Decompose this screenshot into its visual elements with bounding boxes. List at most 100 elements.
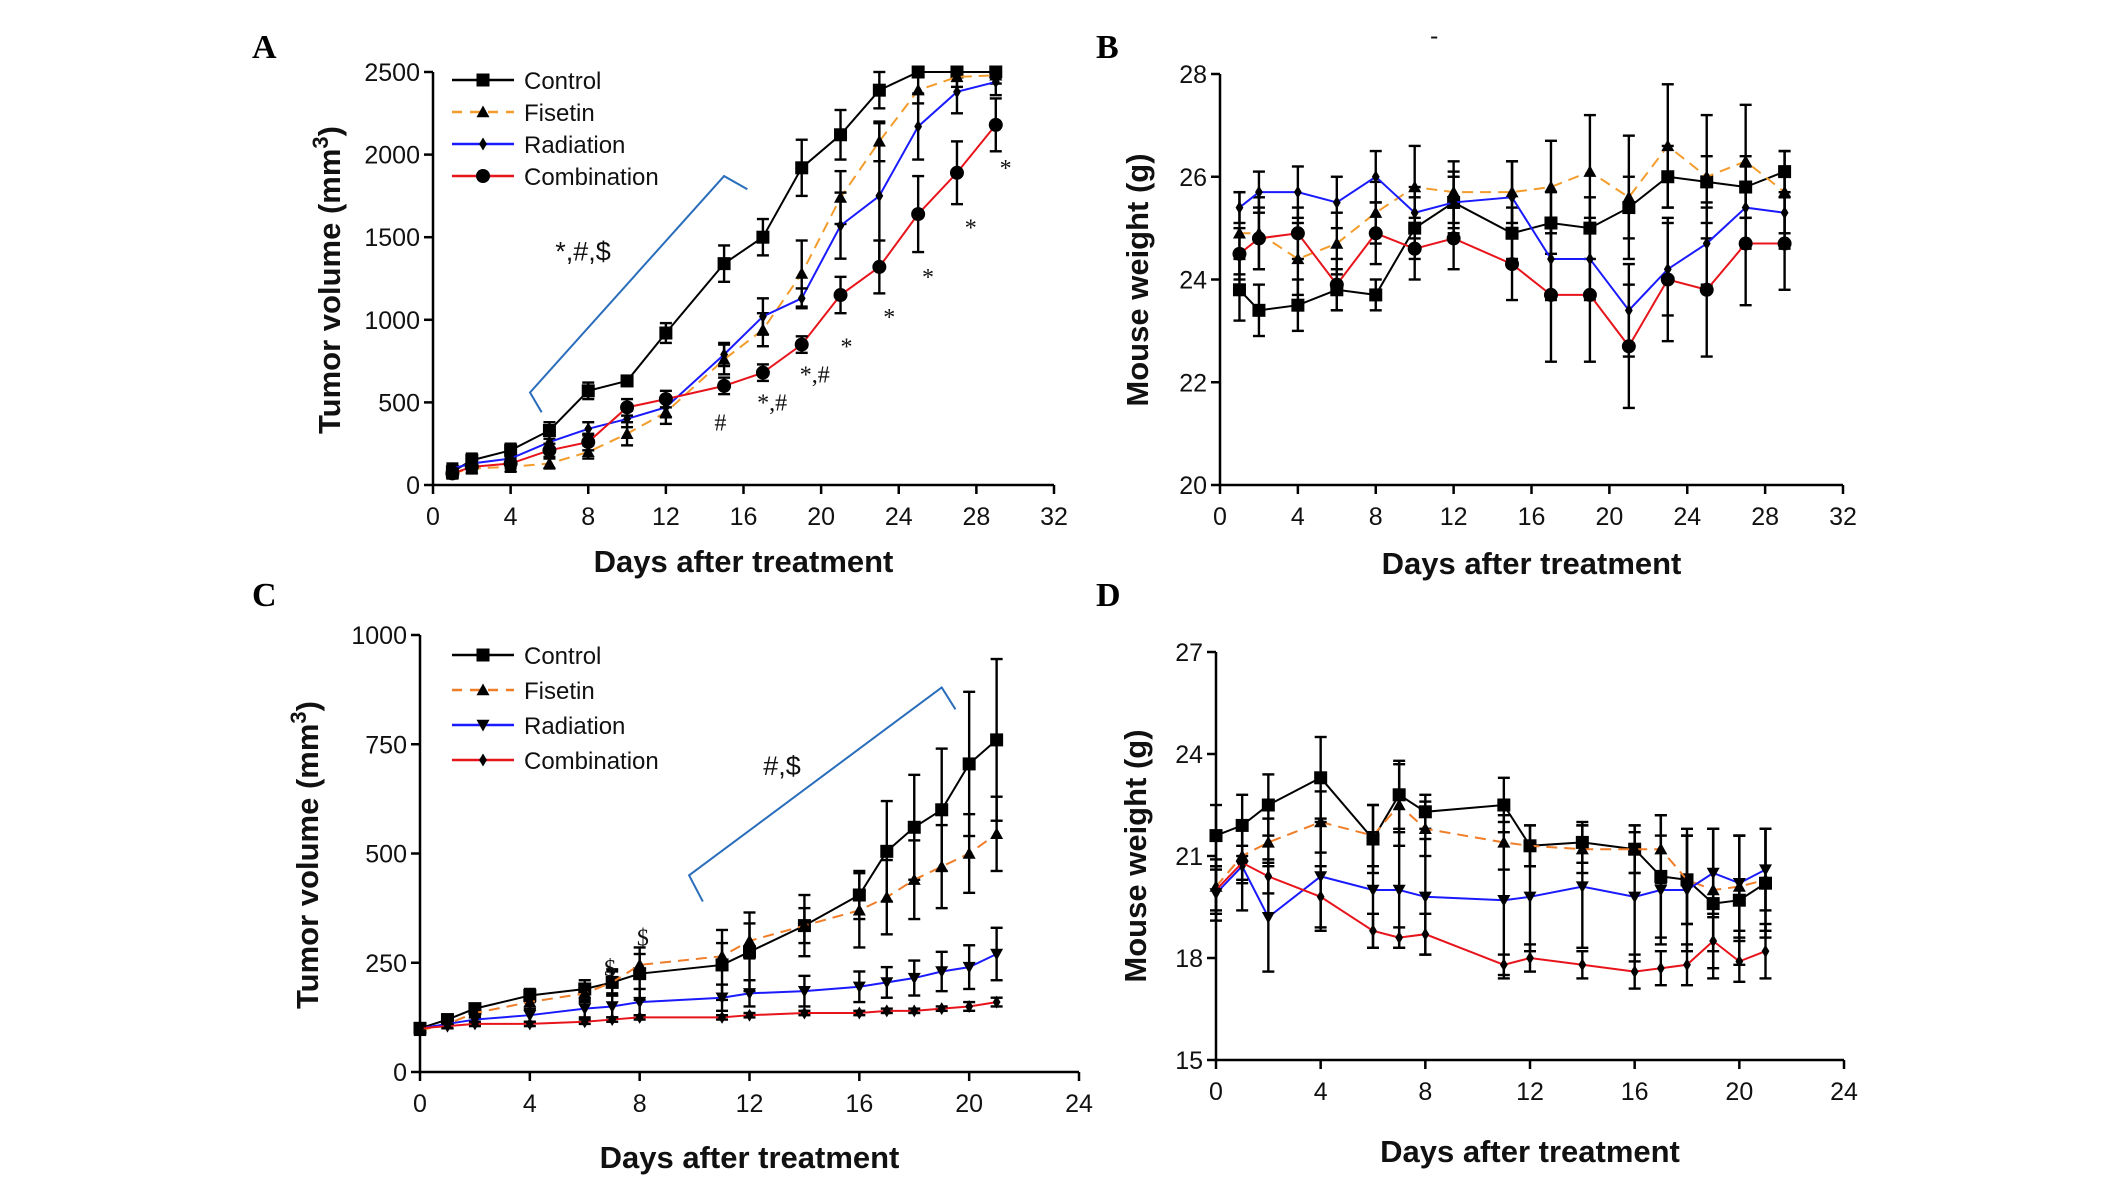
panel-b-combination-point — [1660, 272, 1675, 287]
panel-a-y-tick-label: 1500 — [364, 224, 420, 252]
panel-a-significance-annotation: *,# — [757, 391, 787, 417]
panel-c-radiation-point — [880, 977, 894, 989]
panel-d-combination-point — [1316, 890, 1325, 904]
panel-a-x-tick-label: 24 — [885, 503, 913, 531]
panel-c-fisetin-point — [907, 873, 921, 885]
panel-c-fisetin-point — [523, 995, 537, 1008]
panel-a-significance-bracket — [528, 174, 748, 413]
panel-c-x-tick-label: 12 — [736, 1090, 764, 1118]
panel-d-fisetin-line — [1215, 803, 1766, 892]
panel-d-fisetin-point — [1418, 822, 1432, 834]
panel-c-x-axis-title: Days after treatment — [600, 1140, 900, 1175]
panel-c-fisetin-point — [962, 847, 976, 859]
panel-a-radiation-point — [875, 189, 884, 203]
panel-c-y-tick-label: 500 — [365, 841, 407, 869]
panel-d-combination-point — [1735, 954, 1744, 968]
panel-c-combination-point — [745, 1008, 754, 1022]
panel-a-combination-point — [833, 288, 848, 303]
panel-c-series-combination — [414, 995, 1003, 1035]
panel-a-significance-annotation: * — [1000, 156, 1012, 182]
panel-d-fisetin-point — [1392, 798, 1406, 811]
panel-c-radiation-point — [715, 992, 729, 1005]
panel-c-fisetin-line — [419, 833, 998, 1032]
panel-b-chart: 20 22 24 26 28 0 4 8 12 16 20 24 28 32 Days after trea… — [1120, 61, 1857, 581]
panel-b-x-tick-label: 16 — [1518, 503, 1546, 531]
panel-b-x-tick-label: 24 — [1673, 503, 1701, 531]
panel-a-x-axis-title: Days after treatment — [594, 544, 894, 579]
panel-a-radiation-point — [914, 120, 923, 134]
panel-d-radiation-point — [1628, 891, 1642, 904]
panel-b-fisetin-point — [1330, 237, 1344, 249]
legend-fisetin-label: Fisetin — [524, 678, 595, 705]
legend-fisetin-marker — [476, 105, 490, 118]
panel-letter-b: B — [1096, 29, 1119, 66]
panel-d-combination-point — [1526, 951, 1534, 965]
panel-c-radiation-point — [797, 985, 811, 998]
panel-b-combination-point — [1738, 236, 1753, 251]
panel-a-control-point — [620, 374, 634, 388]
panel-a-x-tick-label: 32 — [1040, 503, 1068, 531]
panel-a-significance-annotation: * — [883, 305, 895, 331]
panel-a-radiation-point — [797, 291, 806, 305]
panel-a-combination-point — [872, 259, 887, 274]
panel-d-radiation-point — [1497, 895, 1511, 907]
panel-c-combination-point — [443, 1019, 452, 1033]
panel-c-combination-point — [416, 1021, 424, 1035]
panel-c-fisetin-point — [935, 860, 949, 872]
panel-c-combination-point — [635, 1010, 644, 1024]
panel-a-significance-annotation: # — [714, 410, 726, 436]
legend-radiation-label: Radiation — [524, 132, 625, 159]
panel-b-combination-point — [1290, 226, 1305, 241]
panel-a-significance-annotation: * — [841, 334, 853, 360]
panel-b-control-point — [1291, 298, 1305, 312]
panel-c-radiation-line — [419, 953, 998, 1030]
panel-b-combination-point — [1446, 231, 1461, 246]
panel-d-control-point — [1497, 798, 1511, 812]
panel-c-significance-annotation: #,$ — [763, 751, 801, 781]
panel-a-x-tick-label: 8 — [581, 503, 595, 531]
panel-a-combination-point — [581, 435, 596, 450]
panel-d-radiation-point — [1680, 884, 1694, 897]
panel-c-radiation-point — [633, 996, 647, 1009]
panel-d-control-point — [1209, 829, 1223, 843]
panel-d-radiation-point — [1261, 912, 1275, 924]
panel-a-fisetin-point — [620, 427, 634, 439]
panel-c-x-tick-label: 8 — [633, 1090, 647, 1118]
panel-d-y-tick-label: 15 — [1175, 1047, 1203, 1075]
panel-a-control-point — [872, 83, 886, 97]
panel-b-fisetin-point — [1622, 190, 1636, 203]
panel-c-control-point — [907, 820, 921, 834]
panel-a-radiation-point — [991, 75, 1000, 89]
panel-c-y-axis-title: Tumor volume (mm3) — [286, 701, 325, 1009]
panel-c-fisetin-point — [743, 934, 756, 947]
panel-b-x-tick-label: 8 — [1369, 503, 1383, 531]
panel-a-y-axis-title: Tumor volume (mm3) — [308, 126, 347, 434]
panel-a-x-tick-label: 28 — [962, 503, 990, 531]
panel-b-control-point — [1369, 288, 1383, 302]
panel-c-y-tick-label: 1000 — [351, 622, 407, 650]
panel-d-y-tick-label: 21 — [1175, 843, 1203, 871]
panel-d-radiation-point — [1654, 884, 1668, 897]
panel-a-series-control — [445, 65, 1003, 480]
legend-control-marker — [476, 73, 490, 87]
panel-a-combination-point — [717, 378, 732, 393]
panel-d-radiation-point — [1759, 864, 1772, 877]
panel-d-combination-point — [1238, 856, 1247, 870]
panel-d-x-tick-label: 24 — [1830, 1078, 1858, 1106]
panel-c-radiation-point — [523, 1009, 537, 1022]
panel-b-radiation-point — [1508, 190, 1516, 204]
panel-c-combination-point — [800, 1006, 809, 1020]
panel-b-combination-point — [1232, 246, 1247, 261]
legend-radiation-marker — [476, 719, 490, 732]
panel-b-radiation-point — [1332, 195, 1341, 209]
panel-b-fisetin-point — [1661, 139, 1675, 152]
legend-control-marker — [476, 648, 490, 662]
panel-c-combination-point — [992, 995, 1001, 1009]
panel-c-control-line — [419, 739, 998, 1030]
panel-a-significance-annotation: *,# — [800, 363, 830, 389]
panel-b-radiation-point — [1410, 206, 1419, 220]
panel-a-control-point — [581, 384, 595, 398]
panel-a-radiation-point — [584, 422, 593, 436]
panel-d-radiation-point — [1732, 878, 1746, 890]
panel-c-radiation-point — [935, 966, 949, 978]
